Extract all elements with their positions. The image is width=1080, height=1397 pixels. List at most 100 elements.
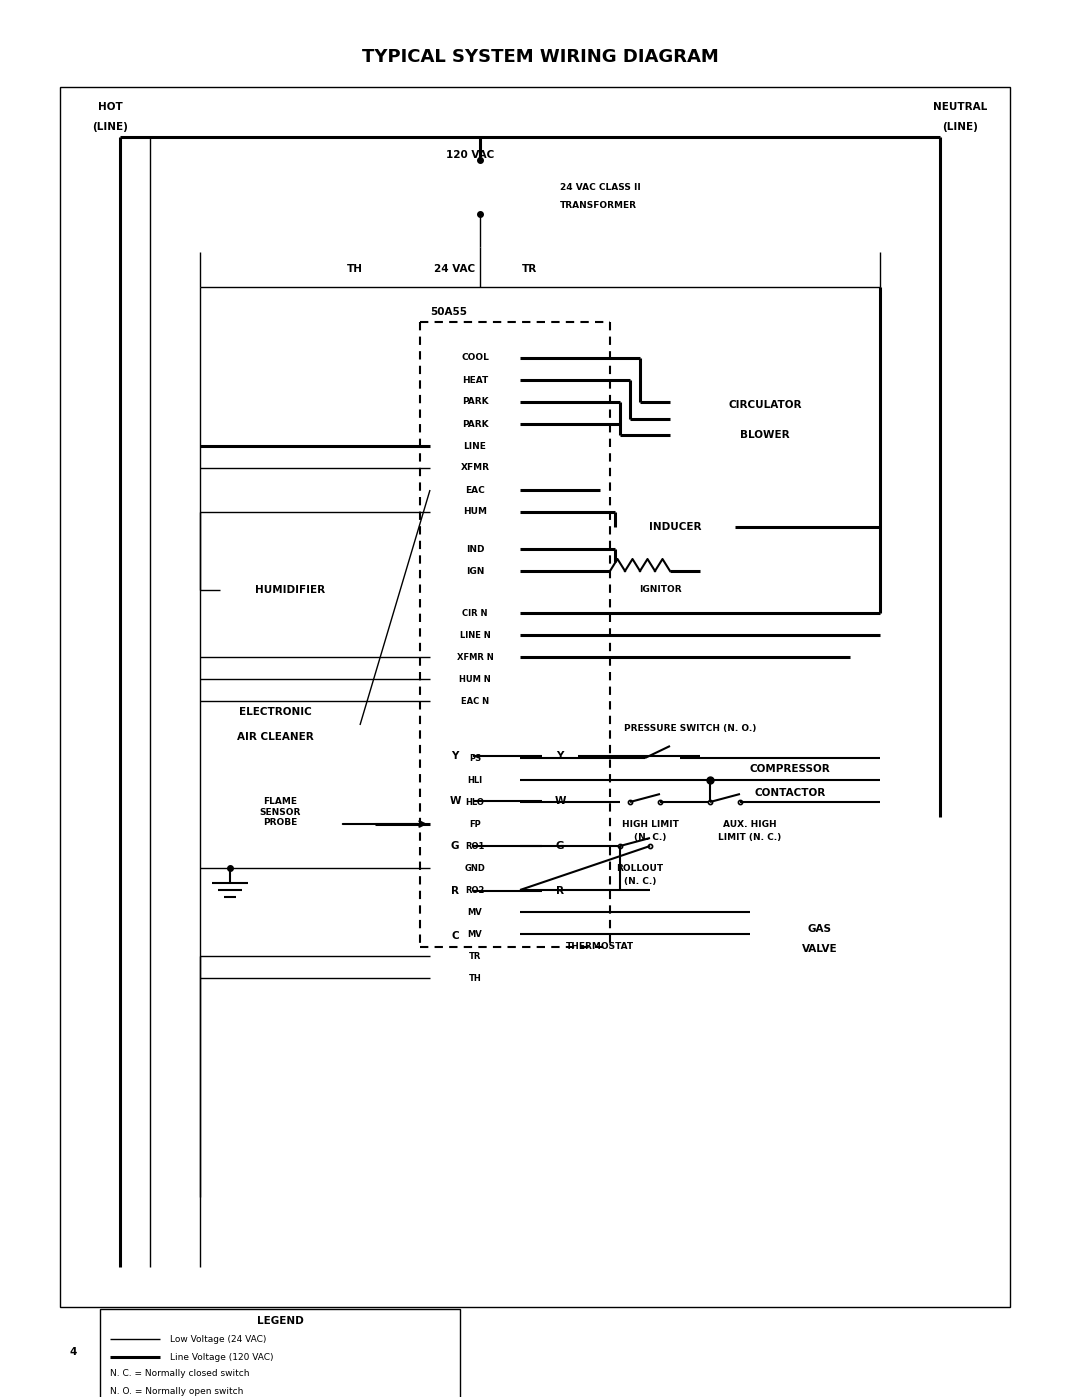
Text: CIRCULATOR: CIRCULATOR — [728, 400, 801, 409]
Text: COMPRESSOR: COMPRESSOR — [750, 764, 831, 774]
Text: BLOWER: BLOWER — [740, 430, 789, 440]
Text: GND: GND — [464, 863, 485, 873]
Text: INDUCER: INDUCER — [649, 522, 701, 532]
Text: FP: FP — [469, 820, 481, 828]
Text: XFMR N: XFMR N — [457, 652, 494, 662]
Text: R: R — [556, 886, 564, 895]
Bar — [430, 856, 519, 879]
Bar — [430, 835, 519, 856]
Text: HUM N: HUM N — [459, 675, 491, 683]
Bar — [430, 747, 519, 768]
Text: TH: TH — [469, 974, 482, 982]
Text: AIR CLEANER: AIR CLEANER — [237, 732, 313, 742]
Bar — [430, 791, 519, 813]
Bar — [430, 502, 519, 522]
Circle shape — [437, 782, 473, 819]
Text: Low Voltage (24 VAC): Low Voltage (24 VAC) — [170, 1334, 267, 1344]
Text: N. C. = Normally closed switch: N. C. = Normally closed switch — [110, 1369, 249, 1379]
Circle shape — [542, 738, 578, 774]
Bar — [430, 457, 519, 479]
Text: COOL: COOL — [461, 353, 489, 362]
Text: HLO: HLO — [465, 798, 485, 806]
Circle shape — [437, 738, 473, 774]
Text: W: W — [554, 796, 566, 806]
Text: TR: TR — [523, 264, 538, 274]
Bar — [430, 346, 519, 369]
Text: (N. C.): (N. C.) — [624, 876, 657, 886]
Text: (LINE): (LINE) — [942, 122, 977, 131]
Text: TR: TR — [469, 951, 482, 961]
Text: TYPICAL SYSTEM WIRING DIAGRAM: TYPICAL SYSTEM WIRING DIAGRAM — [362, 47, 718, 66]
Text: CONTACTOR: CONTACTOR — [754, 788, 825, 798]
Bar — [100, 1309, 460, 1397]
Text: EAC: EAC — [465, 486, 485, 495]
Circle shape — [542, 828, 578, 863]
Text: 24 VAC: 24 VAC — [434, 264, 475, 274]
Text: W: W — [449, 796, 461, 806]
Text: IGN: IGN — [465, 567, 484, 576]
Text: Y: Y — [451, 752, 459, 761]
Text: ROLLOUT: ROLLOUT — [617, 863, 663, 873]
Text: TH: TH — [347, 264, 363, 274]
Text: Y: Y — [556, 752, 564, 761]
Bar — [345, 812, 375, 835]
Circle shape — [542, 782, 578, 819]
Text: MV: MV — [468, 908, 483, 916]
Bar — [430, 479, 519, 502]
Text: HLI: HLI — [468, 775, 483, 785]
Bar — [430, 768, 519, 791]
Text: NEUTRAL: NEUTRAL — [933, 102, 987, 112]
Bar — [430, 944, 519, 967]
Text: IND: IND — [465, 545, 484, 553]
Text: C: C — [451, 930, 459, 942]
Bar — [430, 391, 519, 414]
Text: G: G — [556, 841, 564, 851]
Circle shape — [542, 873, 578, 909]
Bar — [750, 879, 890, 939]
Text: PRESSURE SWITCH (N. O.): PRESSURE SWITCH (N. O.) — [624, 724, 756, 732]
Text: EAC N: EAC N — [461, 697, 489, 705]
Bar — [430, 645, 519, 668]
Bar — [430, 690, 519, 712]
Text: RO1: RO1 — [465, 841, 485, 851]
Text: HUM: HUM — [463, 507, 487, 517]
Bar — [190, 687, 360, 747]
Bar — [430, 538, 519, 560]
Bar — [430, 879, 519, 901]
Bar — [519, 731, 680, 961]
Text: R: R — [451, 886, 459, 895]
Text: ELECTRONIC: ELECTRONIC — [239, 707, 311, 717]
Bar — [670, 367, 860, 457]
Bar — [430, 813, 519, 835]
Text: LIMIT (N. C.): LIMIT (N. C.) — [718, 833, 782, 841]
Text: FLAME
SENSOR
PROBE: FLAME SENSOR PROBE — [259, 798, 300, 827]
Bar — [700, 731, 880, 831]
Bar — [430, 560, 519, 583]
Bar — [430, 602, 519, 624]
Bar — [430, 668, 519, 690]
Text: PARK: PARK — [461, 419, 488, 429]
Text: 120 VAC: 120 VAC — [446, 149, 495, 161]
Text: AUX. HIGH: AUX. HIGH — [724, 820, 777, 828]
Bar — [430, 923, 519, 944]
Circle shape — [437, 873, 473, 909]
Bar — [430, 901, 519, 923]
Bar — [400, 156, 561, 217]
Bar — [430, 624, 519, 645]
Text: PS: PS — [469, 753, 481, 763]
Text: TRANSFORMER: TRANSFORMER — [561, 201, 637, 210]
Bar — [615, 492, 735, 562]
Text: (N. C.): (N. C.) — [634, 833, 666, 841]
Text: G: G — [450, 841, 459, 851]
Text: CIR N: CIR N — [462, 609, 488, 617]
Text: HEAT: HEAT — [462, 376, 488, 384]
Text: HUMIDIFIER: HUMIDIFIER — [255, 585, 325, 595]
Text: RO2: RO2 — [465, 886, 485, 894]
Circle shape — [437, 828, 473, 863]
Text: (LINE): (LINE) — [92, 122, 127, 131]
Text: HIGH LIMIT: HIGH LIMIT — [622, 820, 678, 828]
Text: GAS: GAS — [808, 923, 832, 935]
Text: 24 VAC CLASS II: 24 VAC CLASS II — [561, 183, 640, 191]
Bar — [430, 434, 519, 457]
Bar — [60, 87, 1010, 1308]
